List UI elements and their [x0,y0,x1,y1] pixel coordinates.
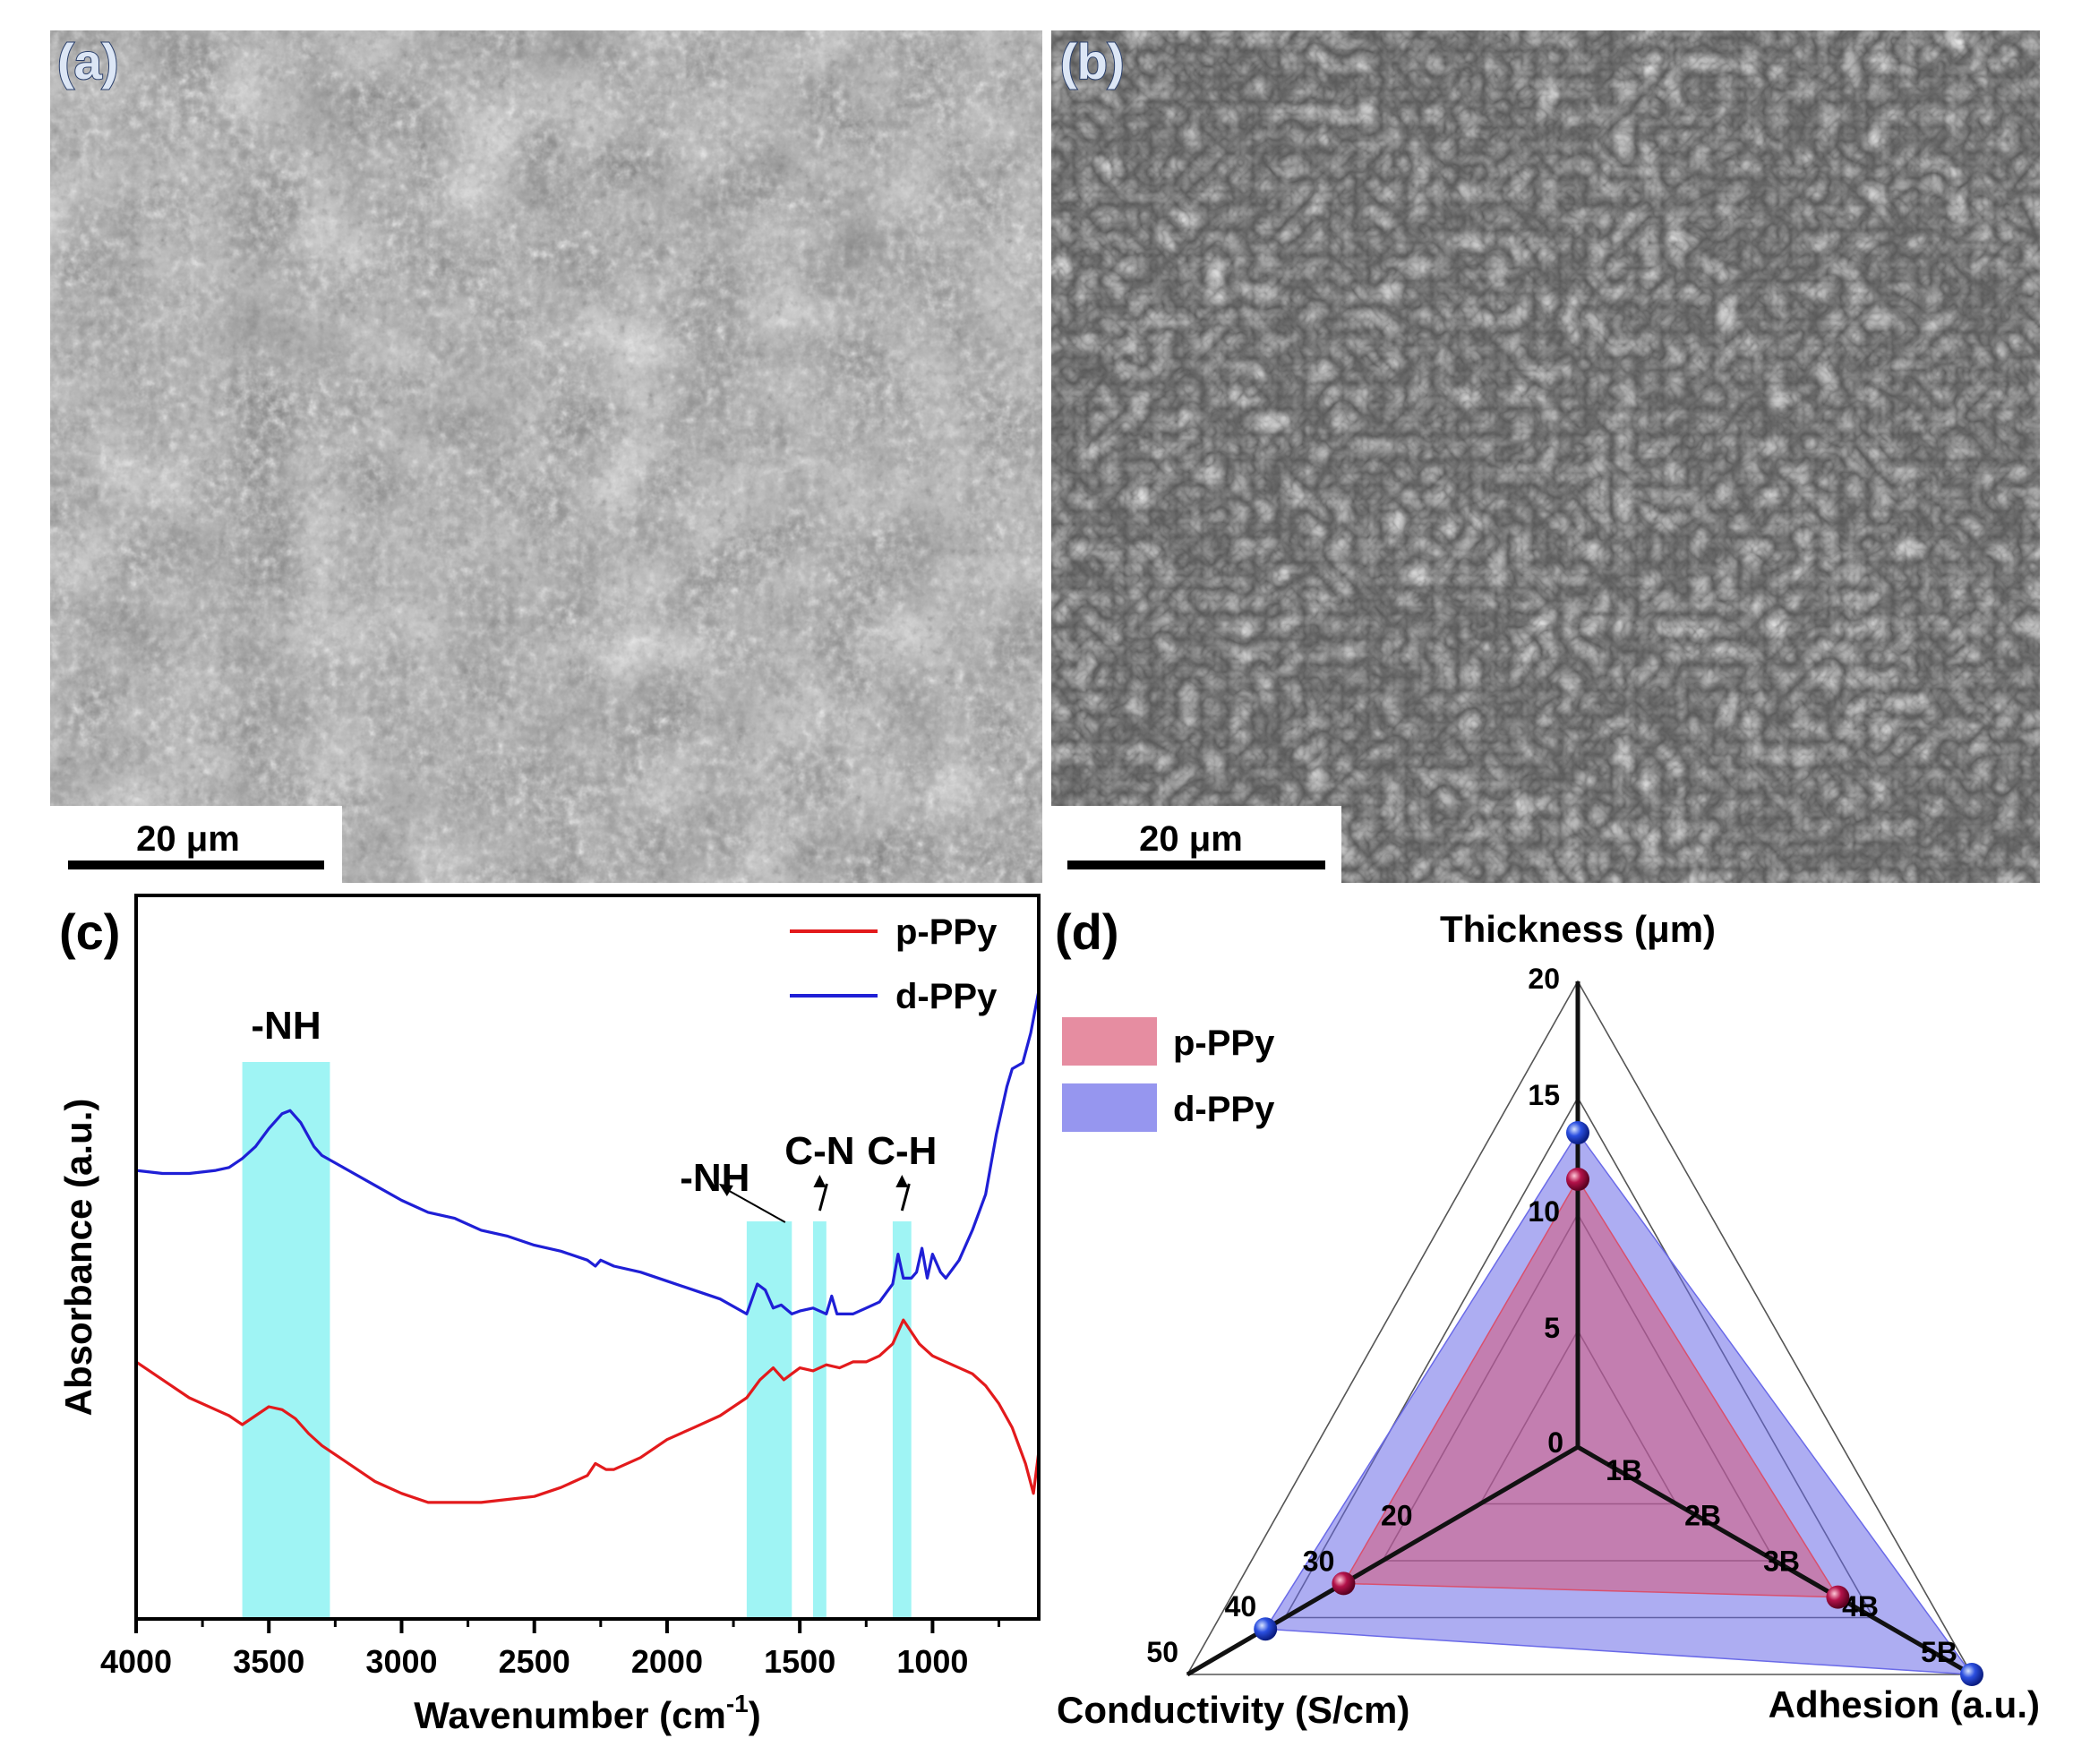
highlight-bands [242,1062,912,1619]
radar-tick-label: 3B [1763,1545,1800,1577]
radar-tick-label: 40 [1225,1590,1257,1623]
legend-label: d-PPy [1173,1090,1275,1129]
radar-axis-name: Thickness (μm) [1440,908,1716,950]
spectrum-lines [135,990,1041,1504]
scale-bar-box-a [50,806,342,883]
panel-label-b: (b) [1060,33,1125,90]
radar-axis-name: Adhesion (a.u.) [1769,1683,2040,1725]
panel-label-c: (c) [59,903,120,960]
x-axis-title-main: Wavenumber (cm [414,1694,726,1736]
radar-grid-ring [1186,980,1974,1675]
y-axis-title: Absorbance (a.u.) [57,1099,99,1417]
scale-bar-label-a: 20 μm [136,819,240,859]
radar-tick-label: 20 [1528,963,1560,995]
annotation-arrowhead [718,1184,733,1196]
scale-bar-label-b: 20 μm [1139,819,1243,859]
peak-annotations: -NH -NH C-N C-H [251,1004,937,1223]
radar-tick-label: 20 [1381,1500,1413,1532]
x-axis-ticks: 4000 3500 3000 2500 2000 1500 1000 [100,1619,1001,1680]
radar-tick-label: 50 [1146,1636,1178,1668]
radar-marker-d-ppy [1960,1663,1983,1686]
radar-axis-name: Conductivity (S/cm) [1057,1689,1409,1731]
legend-swatch [1062,1017,1157,1066]
radar-tick-label: 5B [1921,1636,1957,1668]
sem-image-a: 20 μm (a) [50,30,1042,883]
radar-tick-label: 10 [1528,1195,1560,1228]
sem-image-b: 20 μm (b) [1051,30,2040,883]
radar-axis-line [1186,1444,1580,1677]
highlight-band [746,1221,792,1619]
radar-area-p-ppy [1342,1177,1839,1598]
series-line-d-ppy [135,990,1041,1315]
radar-marker-d-ppy [1254,1617,1278,1641]
highlight-band [892,1221,912,1619]
x-tick-label: 1000 [896,1643,968,1680]
panel-label-a: (a) [57,33,118,90]
radar-tick-label: 5 [1544,1312,1560,1344]
radar-marker-p-ppy [1332,1571,1356,1596]
legend-label: d-PPy [895,977,998,1016]
annotation-arrow [818,1183,828,1212]
radar-axis-line [1576,1444,1974,1677]
annotation-arrowhead [813,1175,827,1187]
radar-tick-label: 30 [1303,1545,1335,1577]
x-tick-label: 3000 [365,1643,437,1680]
legend-label: p-PPy [1173,1023,1275,1063]
plot-frame [134,894,1041,1621]
x-tick-label: 4000 [100,1643,172,1680]
radar-legend: p-PPy d-PPy [1062,1017,1275,1132]
x-axis-title-sup: -1 [726,1690,749,1717]
radar-markers [1254,1121,1983,1686]
peak-annotation-label: -NH [251,1004,321,1048]
radar-center-label: 0 [1547,1426,1563,1459]
highlight-band [242,1062,330,1619]
x-axis-title-tail: ) [749,1694,761,1736]
ftir-chart: (c) 4000 3500 3000 2500 2000 1500 1000 Wavenum… [57,894,1041,1736]
peak-annotation-label: C-N [784,1129,854,1173]
legend-swatch [1062,1083,1157,1132]
radar-tick-label: 2B [1684,1500,1721,1532]
annotation-arrowhead [895,1175,909,1187]
annotation-arrow [900,1183,911,1212]
annotation-arrow [725,1188,786,1223]
radar-polygons [1263,1131,1974,1675]
x-axis-title: Wavenumber (cm-1) [414,1690,760,1736]
panel-label-d: (d) [1055,903,1119,960]
ftir-legend: p-PPy d-PPy [790,912,998,1016]
radar-tick-label: 1B [1606,1454,1642,1486]
radar-axis-names: Thickness (μm) Adhesion (a.u.) Conductivit… [1057,908,2040,1731]
radar-tick-label: 15 [1528,1079,1560,1111]
peak-annotation-label: C-H [867,1129,937,1173]
scale-bar-box-b [1051,806,1341,883]
radar-marker-d-ppy [1566,1121,1589,1144]
series-line-p-ppy [135,1318,1041,1504]
highlight-band [813,1221,827,1619]
x-tick-label: 2500 [499,1643,570,1680]
radar-marker-p-ppy [1826,1585,1850,1609]
radar-axes [1186,981,1974,1677]
x-tick-label: 3500 [233,1643,304,1680]
x-tick-label: 2000 [631,1643,703,1680]
x-tick-label: 1500 [764,1643,835,1680]
radar-marker-p-ppy [1566,1168,1589,1191]
legend-label: p-PPy [895,912,998,952]
peak-annotation-label: -NH [680,1156,749,1200]
